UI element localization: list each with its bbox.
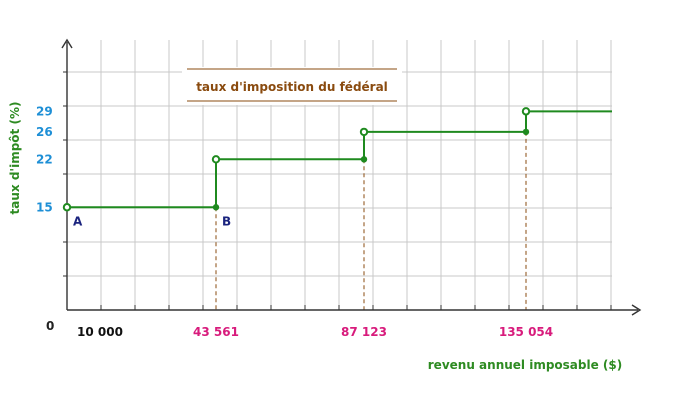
point-label-b: B [222,214,231,228]
y-axis-title: taux d'impôt (%) [8,102,22,215]
chart-title: taux d'imposition du fédéral [196,80,388,94]
x-tick-label: 87 123 [341,325,387,339]
dashed-guides [215,131,527,310]
y-axis-arrow [61,38,73,49]
x-axis-title: revenu annuel imposable ($) [428,358,622,372]
x-tick-label: 43 561 [193,325,239,339]
title-background [182,67,402,105]
x-tick-label: 135 054 [499,325,553,339]
origin-label: 0 [46,319,54,333]
chart-title-box: taux d'imposition du fédéral [182,67,402,105]
y-tick-label: 15 [36,200,53,214]
open-point [62,203,72,212]
y-tick-label: 26 [36,125,53,139]
step-series [62,107,612,212]
open-point [359,127,369,137]
axis-ticks [63,71,612,310]
x-tick-label: 10 000 [77,325,123,339]
point-label-a: A [73,214,83,228]
y-tick-label: 29 [36,104,53,118]
x-axis-arrow [631,304,642,316]
y-tick-label: 22 [36,152,53,166]
open-point [211,155,221,164]
open-point [521,107,531,116]
tick-labels: 10 000 43 561 87 123 135 054 15 22 26 29 A B [36,104,553,339]
